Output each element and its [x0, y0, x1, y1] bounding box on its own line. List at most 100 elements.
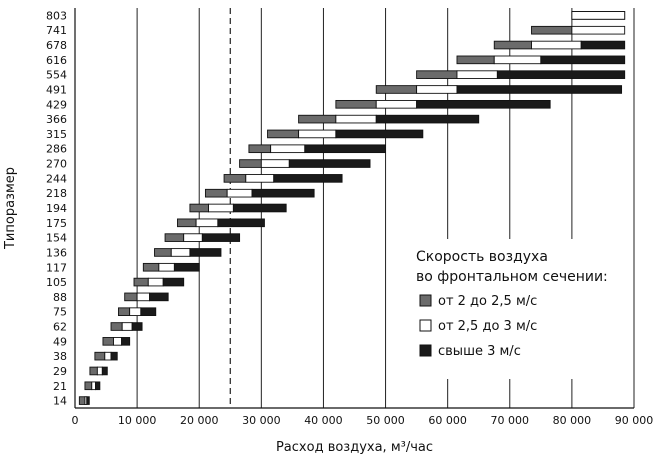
bar-154-s2	[201, 233, 241, 242]
bar-105-s0	[133, 277, 149, 287]
bar-554-s1	[456, 70, 498, 79]
y-tick-117: 117	[46, 261, 67, 274]
bar-194-s1	[208, 203, 234, 213]
bar-554-s2	[496, 70, 626, 79]
bar-270-s2	[288, 159, 371, 168]
legend: Скорость воздуха во фронтальном сечении: о…	[410, 239, 620, 379]
bar-315-s1	[298, 129, 337, 139]
bar-75-s1	[129, 307, 142, 317]
bar-117-s1	[158, 262, 175, 272]
y-tick-38: 38	[53, 350, 67, 363]
bar-315-s0	[267, 129, 300, 139]
bar-21-s1	[91, 381, 96, 391]
bar-554-s0	[416, 70, 458, 79]
y-tick-21: 21	[53, 380, 67, 393]
bar-616-s1	[493, 55, 542, 65]
y-tick-175: 175	[46, 217, 67, 230]
bar-218-s1	[226, 188, 253, 198]
bar-194-s2	[232, 203, 287, 213]
bar-136-s2	[189, 248, 222, 257]
y-tick-366: 366	[46, 113, 67, 126]
bar-429-s1	[375, 99, 418, 109]
x-tick-90000: 90 000	[615, 414, 654, 427]
bar-616-s0	[456, 55, 495, 65]
bar-741-s1	[571, 25, 626, 35]
y-tick-554: 554	[46, 69, 67, 82]
bar-315-s2	[335, 129, 424, 139]
bar-194-s0	[189, 203, 209, 213]
bar-88-s0	[124, 292, 138, 302]
bar-14-s0	[78, 396, 86, 405]
legend-title-line-1: во фронтальном сечении:	[416, 269, 608, 285]
y-tick-315: 315	[46, 128, 67, 141]
y-tick-741: 741	[46, 24, 67, 37]
y-tick-616: 616	[46, 54, 67, 67]
legend-label-0: от 2 до 2,5 м/с	[438, 294, 537, 309]
bar-429-s0	[335, 99, 377, 109]
bar-286-s2	[304, 144, 387, 154]
bar-366-s0	[298, 114, 337, 124]
bar-136-s0	[154, 248, 172, 257]
bar-366-s2	[375, 114, 480, 124]
bar-29-s0	[89, 366, 98, 376]
y-tick-136: 136	[46, 246, 67, 259]
axes	[74, 8, 634, 409]
bar-21-s0	[84, 381, 93, 391]
bar-175-s2	[217, 218, 265, 228]
x-tick-80000: 80 000	[553, 414, 592, 427]
y-axis-title: Типоразмер	[3, 167, 18, 250]
bar-75-s0	[118, 307, 131, 317]
y-tick-429: 429	[46, 98, 67, 111]
bar-244-s0	[223, 174, 247, 183]
bar-244-s1	[245, 174, 275, 183]
y-tick-75: 75	[53, 306, 67, 319]
bars-group	[78, 11, 626, 405]
y-tick-14: 14	[53, 395, 67, 408]
legend-label-1: от 2,5 до 3 м/с	[438, 319, 537, 334]
y-tick-270: 270	[46, 158, 67, 171]
y-tick-49: 49	[53, 335, 67, 348]
bar-29-s2	[101, 366, 108, 376]
y-tick-286: 286	[46, 143, 67, 156]
legend-swatch-2	[419, 344, 432, 357]
bar-49-s0	[102, 337, 114, 346]
bar-14-s2	[86, 396, 90, 405]
bar-38-s2	[110, 351, 118, 361]
legend-title-line-0: Скорость воздуха	[416, 249, 548, 265]
x-tick-40000: 40 000	[304, 414, 343, 427]
bar-270-s1	[260, 159, 290, 168]
bar-803-s1	[571, 11, 626, 20]
legend-swatch-1	[419, 319, 432, 332]
bar-175-s1	[195, 218, 219, 228]
y-tick-62: 62	[53, 321, 67, 334]
x-tick-0: 0	[72, 414, 79, 427]
x-axis-title: Расход воздуха, м³/час	[276, 440, 433, 455]
legend-swatch-0	[419, 294, 432, 307]
bar-678-s2	[580, 40, 626, 50]
y-tick-678: 678	[46, 39, 67, 52]
bar-136-s1	[170, 248, 191, 257]
y-tick-154: 154	[46, 232, 67, 245]
x-tick-10000: 10 000	[118, 414, 157, 427]
y-tick-88: 88	[53, 291, 67, 304]
bar-286-s0	[248, 144, 272, 154]
y-tick-labels: 8037416786165544914293663152862702442181…	[46, 9, 67, 407]
bar-38-s0	[94, 351, 106, 361]
x-tick-30000: 30 000	[242, 414, 281, 427]
x-tick-labels: 0 10 000 20 000 30 000 40 000 50 000 60 000 70 …	[72, 414, 654, 427]
bar-491-s0	[375, 85, 418, 94]
bar-117-s0	[142, 262, 160, 272]
y-tick-105: 105	[46, 276, 67, 289]
bar-491-s1	[416, 85, 458, 94]
bar-218-s2	[251, 188, 315, 198]
bar-75-s2	[140, 307, 157, 317]
y-tick-491: 491	[46, 83, 67, 96]
bar-175-s0	[177, 218, 197, 228]
y-tick-218: 218	[46, 187, 67, 200]
bar-154-s0	[164, 233, 185, 242]
bar-29-s1	[96, 366, 103, 376]
x-tick-20000: 20 000	[180, 414, 219, 427]
